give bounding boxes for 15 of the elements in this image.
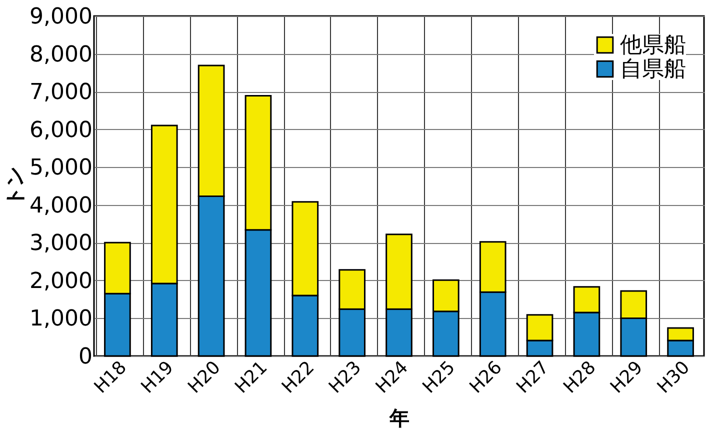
y-tick-label: 9,000: [30, 4, 92, 30]
y-tick-label: 2,000: [30, 268, 92, 294]
y-tick-label: 0: [78, 344, 92, 370]
y-tick-label: 5,000: [30, 156, 92, 181]
legend-label: 他県船: [620, 33, 686, 58]
y-tick-label: 8,000: [30, 42, 92, 68]
y-tick-label: 1,000: [30, 306, 92, 332]
y-tick-label: 7,000: [30, 80, 92, 106]
y-tick-label: 6,000: [30, 118, 92, 143]
x-axis-title: 年: [388, 406, 410, 430]
y-axis-title: トン: [2, 166, 27, 206]
y-tick-label: 4,000: [30, 193, 92, 218]
legend-label: 自県船: [620, 57, 686, 82]
x-tick-label: H21: [231, 357, 272, 398]
y-tick-label: 3,000: [30, 231, 92, 256]
